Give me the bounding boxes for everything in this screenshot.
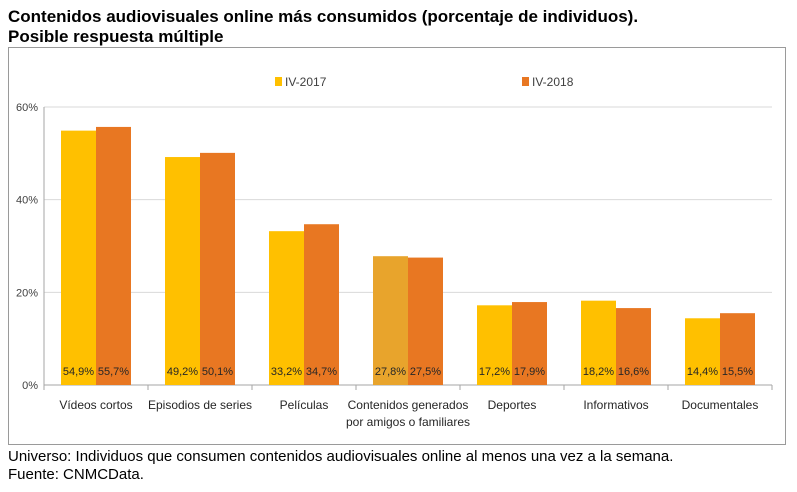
data-label: 49,2% bbox=[167, 366, 198, 378]
legend-swatch-iv-2018 bbox=[522, 77, 529, 86]
data-label: 27,5% bbox=[410, 366, 441, 378]
chart-title-line-2: Posible respuesta múltiple bbox=[8, 27, 224, 46]
bar-iv-2017 bbox=[581, 300, 616, 385]
bar-iv-2017 bbox=[61, 130, 96, 385]
x-category-label: Películas bbox=[280, 398, 329, 412]
y-tick-label: 40% bbox=[16, 195, 38, 207]
data-label: 50,1% bbox=[202, 366, 233, 378]
x-category-label: Documentales bbox=[682, 398, 759, 412]
data-label: 17,9% bbox=[514, 366, 545, 378]
data-label: 33,2% bbox=[271, 366, 302, 378]
x-category-label: Informativos bbox=[583, 398, 648, 412]
chart-footer: Universo: Individuos que consumen conten… bbox=[8, 448, 793, 484]
bar-iv-2017 bbox=[373, 256, 408, 385]
x-category-label: por amigos o familiares bbox=[346, 415, 470, 429]
y-tick-label: 60% bbox=[16, 102, 38, 114]
legend-swatch-iv-2017 bbox=[275, 77, 282, 86]
bar-iv-2018 bbox=[96, 126, 131, 385]
bar-chart: 0% 20% 40% 60% 54,9% 55,7% Vídeos cortos 49,2% 5… bbox=[16, 75, 773, 429]
data-label: 17,2% bbox=[479, 366, 510, 378]
y-tick-label: 20% bbox=[16, 287, 38, 299]
data-label: 15,5% bbox=[722, 366, 753, 378]
x-category-label: Episodios de series bbox=[148, 398, 252, 412]
bar-iv-2018 bbox=[720, 313, 755, 385]
bar-iv-2017 bbox=[269, 231, 304, 385]
bar-iv-2018 bbox=[304, 224, 339, 385]
source-note: Fuente: CNMCData. bbox=[8, 466, 144, 483]
chart-title: Contenidos audiovisuales online más cons… bbox=[8, 7, 793, 47]
y-tick-label: 0% bbox=[22, 380, 38, 392]
bar-iv-2017 bbox=[685, 318, 720, 385]
x-category-label: Deportes bbox=[488, 398, 537, 412]
data-label: 55,7% bbox=[98, 366, 129, 378]
data-label: 14,4% bbox=[687, 366, 718, 378]
legend-label-iv-2018: IV-2018 bbox=[532, 75, 574, 89]
legend-label-iv-2017: IV-2017 bbox=[285, 75, 327, 89]
data-label: 16,6% bbox=[618, 366, 649, 378]
data-label: 34,7% bbox=[306, 366, 337, 378]
bar-iv-2018 bbox=[512, 302, 547, 385]
chart-title-line-1: Contenidos audiovisuales online más cons… bbox=[8, 7, 639, 26]
bar-iv-2018 bbox=[408, 257, 443, 385]
bar-iv-2017 bbox=[477, 305, 512, 385]
bar-iv-2018 bbox=[200, 152, 235, 385]
data-label: 27,8% bbox=[375, 366, 406, 378]
data-label: 54,9% bbox=[63, 366, 94, 378]
universe-note: Universo: Individuos que consumen conten… bbox=[8, 448, 674, 465]
bar-iv-2018 bbox=[616, 308, 651, 385]
x-category-label: Contenidos generados bbox=[348, 398, 469, 412]
data-label: 18,2% bbox=[583, 366, 614, 378]
chart-frame: 0% 20% 40% 60% 54,9% 55,7% Vídeos cortos 49,2% 5… bbox=[8, 47, 786, 445]
bar-iv-2017 bbox=[165, 157, 200, 385]
x-category-label: Vídeos cortos bbox=[59, 398, 132, 412]
